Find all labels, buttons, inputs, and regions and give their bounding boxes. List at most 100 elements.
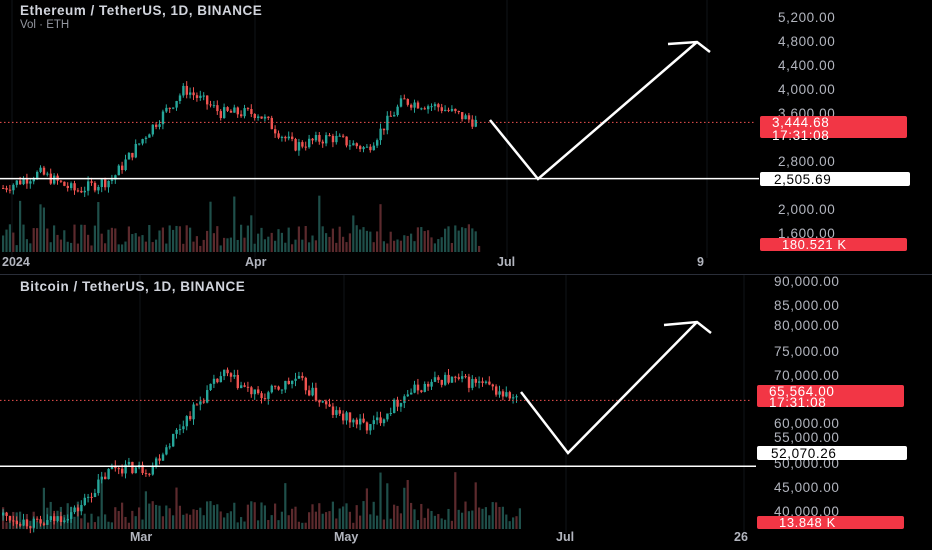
eth-chart-pane[interactable]: 5,200.00 4,800.00 4,400.00 4,000.00 3,600.00…	[0, 0, 932, 275]
eth-chart-canvas[interactable]: 5,200.004,800.004,400.004,000.003,600.00…	[0, 0, 932, 275]
candle-body	[189, 92, 192, 95]
volume-bar	[59, 239, 62, 252]
candle-body	[488, 381, 491, 385]
candle-body	[8, 189, 12, 191]
volume-bar	[399, 513, 402, 529]
candle-body	[382, 128, 386, 131]
level-tag-bg[interactable]	[757, 446, 907, 460]
candle-body	[335, 410, 338, 415]
volume-bar	[495, 502, 498, 529]
candle-body	[2, 188, 5, 189]
volume-bar	[314, 511, 317, 529]
volume-bar	[518, 508, 521, 529]
candle-body	[2, 512, 5, 516]
volume-bar	[5, 229, 8, 252]
candle-body	[36, 518, 39, 520]
candle-body	[53, 516, 56, 521]
candle-body	[223, 369, 226, 377]
volume-bar	[127, 522, 130, 529]
pane-divider[interactable]	[0, 274, 932, 275]
candle-body	[427, 106, 430, 110]
volume-bar	[321, 226, 324, 252]
candle-body	[467, 376, 471, 388]
candle-body	[110, 179, 114, 181]
volume-bar	[461, 512, 464, 529]
projection-path[interactable]	[520, 321, 698, 455]
volume-bar	[168, 225, 171, 252]
volume-bar	[253, 502, 256, 529]
price-axis-label: 90,000.00	[774, 275, 839, 289]
volume-bar	[87, 234, 90, 252]
projection-arrowhead[interactable]	[667, 40, 711, 53]
projection-path[interactable]	[489, 41, 698, 181]
volume-bar	[56, 234, 59, 252]
volume-bar	[107, 521, 110, 529]
volume-bar	[212, 505, 215, 529]
volume-bar	[433, 243, 436, 252]
level-tag-bg[interactable]	[760, 172, 910, 186]
volume-bar	[294, 506, 297, 529]
volume-bar	[49, 501, 52, 529]
btc-chart-pane[interactable]: 90,000.00 85,000.00 80,000.00 75,000.00 70,0…	[0, 275, 932, 550]
volume-bar	[127, 226, 130, 252]
volume-bar	[416, 520, 419, 529]
candle-body	[291, 380, 294, 385]
volume-tag-value: 13.848 K	[779, 515, 836, 530]
btc-chart-canvas[interactable]: 90,000.00 85,000.00 80,000.00 75,000.00 70,0…	[0, 275, 932, 550]
volume-bar	[161, 516, 164, 529]
candle-body	[328, 404, 331, 407]
volume-bar	[80, 224, 83, 252]
price-axis-label: 70,000.00	[774, 368, 839, 383]
volume-bar	[478, 507, 481, 529]
volume-bar	[29, 520, 32, 529]
volume-bar	[53, 225, 56, 252]
candle-body	[127, 152, 131, 160]
volume-bar	[274, 240, 277, 252]
volume-bar	[243, 521, 246, 529]
volume-bar	[104, 514, 107, 529]
candle-body	[189, 416, 192, 420]
volume-bar	[318, 503, 321, 529]
volume-bar	[263, 505, 266, 529]
candle-body	[25, 519, 29, 527]
volume-bar	[454, 225, 457, 252]
volume-bar	[433, 515, 436, 529]
candle-body	[66, 518, 69, 521]
candle-body	[260, 116, 263, 119]
candle-body	[219, 111, 222, 119]
candle-body	[301, 375, 304, 378]
candle-body	[399, 403, 403, 407]
volume-bar	[46, 228, 49, 252]
volume-bar	[362, 501, 365, 529]
candle-body	[314, 135, 318, 141]
volume-bar	[304, 522, 307, 529]
volume-bar	[165, 505, 168, 529]
candle-body	[229, 373, 233, 377]
volume-bar	[134, 516, 137, 529]
candle-body	[308, 138, 311, 148]
candle-body	[192, 92, 195, 96]
volume-bar	[124, 241, 127, 252]
volume-bar	[257, 520, 260, 529]
volume-bar	[216, 504, 219, 529]
projection-arrowhead[interactable]	[663, 320, 712, 334]
candle-body	[175, 429, 178, 434]
volume-bar	[464, 228, 467, 252]
volume-bar	[8, 519, 11, 529]
volume-bar	[87, 522, 90, 529]
volume-bar	[209, 501, 212, 529]
volume-bar	[291, 508, 294, 529]
candle-body	[297, 375, 301, 379]
candle-body	[70, 512, 73, 519]
volume-bar	[467, 224, 470, 252]
candle-body	[185, 85, 188, 95]
time-axis-label: Jul	[556, 530, 574, 544]
candle-body	[396, 106, 399, 116]
candle-body	[36, 171, 39, 180]
volume-bar	[512, 517, 515, 529]
volume-bar	[403, 487, 406, 529]
volume-bar	[165, 243, 168, 252]
volume-bar	[297, 521, 300, 529]
candle-body	[345, 136, 348, 146]
volume-bar	[491, 502, 494, 529]
